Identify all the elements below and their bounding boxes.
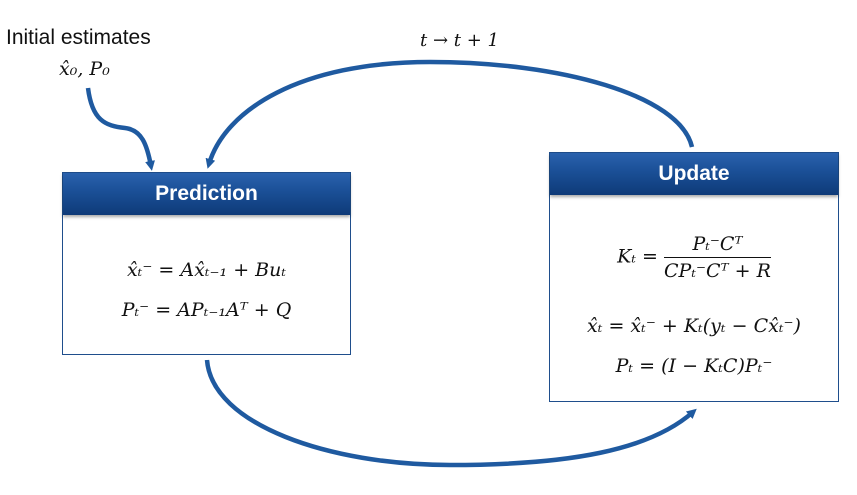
time-step-label: t → t + 1 <box>420 30 499 51</box>
kalman-gain-denominator: CPₜ⁻Cᵀ + R <box>664 260 771 282</box>
prediction-state-equation: x̂ₜ⁻ = Ax̂ₜ₋₁ + Buₜ <box>126 259 287 281</box>
kalman-gain-numerator: Pₜ⁻Cᵀ <box>664 233 771 258</box>
init-arrow <box>85 87 155 171</box>
prediction-covariance-equation: Pₜ⁻ = APₜ₋₁Aᵀ + Q <box>121 299 292 321</box>
kalman-gain-fraction: Pₜ⁻Cᵀ CPₜ⁻Cᵀ + R <box>664 233 771 282</box>
update-state-equation: x̂ₜ = x̂ₜ⁻ + Kₜ(yₜ − Cx̂ₜ⁻) <box>587 315 801 337</box>
initial-estimates-label: Initial estimates <box>6 26 151 49</box>
feedback-arrow <box>205 59 695 169</box>
update-covariance-equation: Pₜ = (I − KₜC)Pₜ⁻ <box>615 355 773 377</box>
prediction-title: Prediction <box>63 173 350 215</box>
initial-estimates-math: x̂₀, P₀ <box>59 58 110 80</box>
kalman-gain-lhs: Kₜ = <box>617 245 658 268</box>
kalman-gain-equation: Kₜ = Pₜ⁻Cᵀ CPₜ⁻Cᵀ + R <box>550 233 838 282</box>
update-title: Update <box>550 153 838 195</box>
update-panel: Update Kₜ = Pₜ⁻Cᵀ CPₜ⁻Cᵀ + R x̂ₜ = x̂ₜ⁻ … <box>549 152 839 402</box>
prediction-panel: Prediction x̂ₜ⁻ = Ax̂ₜ₋₁ + Buₜ Pₜ⁻ = APₜ… <box>62 172 351 355</box>
forward-arrow <box>204 359 697 468</box>
